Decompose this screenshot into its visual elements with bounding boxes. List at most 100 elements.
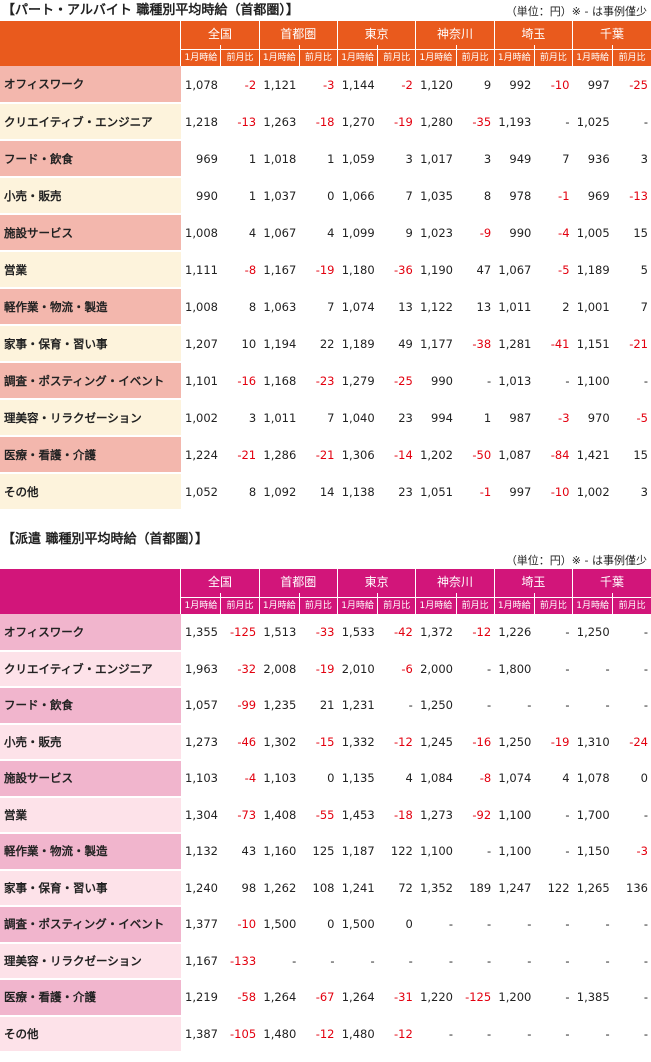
- cell-hourly-wage: 1,103: [185, 771, 218, 786]
- table-row: 施設サービス 1,103 -4 1,103 0 1,135 4 1,084 -8 1,074 4 1,…: [0, 760, 651, 798]
- cell-hourly-wage: 1,270: [341, 114, 375, 129]
- cell-monthly-change: 3: [640, 151, 648, 166]
- dispatch-region-header: 首都圏: [258, 569, 338, 593]
- cell-monthly-change: -: [643, 373, 648, 388]
- row-category: 軽作業・物流・製造: [0, 833, 181, 871]
- cell-monthly-change: -19: [394, 114, 413, 129]
- cell-monthly-change: -21: [237, 447, 257, 462]
- cell-monthly-change: -99: [237, 698, 257, 713]
- row-category: 営業: [0, 796, 181, 834]
- cell-hourly-wage: 1,087: [498, 447, 532, 462]
- cell-monthly-change: 47: [476, 262, 492, 277]
- cell-monthly-change: -9: [479, 225, 492, 240]
- row-category: 医療・看護・介護: [0, 436, 181, 474]
- cell-hourly-wage: -: [448, 917, 453, 932]
- cell-hourly-wage: 1,480: [341, 1026, 375, 1041]
- table-row: 調査・ポスティング・イベント 1,377 -10 1,500 0 1,500 0 - - - - - -: [0, 906, 651, 944]
- table-row: その他 1,052 8 1,092 14 1,138 23 1,051 -1 997 -10 1,00…: [0, 473, 651, 511]
- cell-monthly-change: 3: [640, 484, 648, 499]
- cell-hourly-wage: 1,002: [185, 410, 218, 425]
- cell-monthly-change: -: [487, 373, 492, 388]
- cell-monthly-change: -36: [394, 262, 413, 277]
- table-row: オフィスワーク 1,078 -2 1,121 -3 1,144 -2 1,120 9 992 -10…: [0, 66, 651, 104]
- sub-header-change: 前月比: [221, 596, 259, 611]
- row-category: クリエイティブ・エンジニア: [0, 103, 181, 141]
- cell-hourly-wage: 2,000: [420, 661, 453, 676]
- cell-monthly-change: 1: [327, 151, 335, 166]
- cell-monthly-change: -25: [394, 373, 413, 388]
- cell-hourly-wage: 1,226: [498, 625, 532, 640]
- row-category: 営業: [0, 251, 181, 289]
- cell-hourly-wage: 1,264: [341, 990, 375, 1005]
- cell-hourly-wage: 1,240: [185, 880, 218, 895]
- sub-header-change: 前月比: [535, 596, 573, 611]
- cell-monthly-change: -24: [629, 734, 648, 749]
- table-row: 医療・看護・介護 1,224 -21 1,286 -21 1,306 -14 1,202 -50…: [0, 436, 651, 474]
- dispatch-region-header: 東京: [336, 569, 416, 593]
- cell-hourly-wage: -: [605, 953, 610, 968]
- row-category: 調査・ポスティング・イベント: [0, 906, 181, 944]
- cell-monthly-change: 72: [398, 880, 413, 895]
- cell-monthly-change: -: [408, 953, 413, 968]
- cell-hourly-wage: 1,074: [498, 771, 532, 786]
- cell-hourly-wage: 1,035: [420, 188, 453, 203]
- cell-hourly-wage: 1,063: [263, 299, 297, 314]
- cell-monthly-change: -8: [244, 262, 257, 277]
- cell-hourly-wage: 1,180: [341, 262, 375, 277]
- dispatch-region-header: 埼玉: [493, 569, 573, 593]
- cell-monthly-change: 1: [483, 410, 492, 425]
- cell-monthly-change: -13: [237, 114, 257, 129]
- cell-hourly-wage: 1,387: [185, 1026, 218, 1041]
- cell-hourly-wage: 1,023: [420, 225, 453, 240]
- parttime-header-corner: [0, 21, 181, 66]
- row-category: 理美容・リラクゼーション: [0, 399, 181, 437]
- cell-hourly-wage: 994: [431, 410, 453, 425]
- cell-hourly-wage: 949: [509, 151, 532, 166]
- cell-hourly-wage: 1,189: [341, 336, 375, 351]
- cell-monthly-change: 2: [562, 299, 570, 314]
- cell-hourly-wage: 1,005: [576, 225, 610, 240]
- parttime-unit-note: （単位：円）※ - は事例僅少: [505, 4, 647, 18]
- cell-hourly-wage: 1,190: [420, 262, 453, 277]
- cell-monthly-change: -105: [230, 1026, 257, 1041]
- cell-hourly-wage: 1,263: [263, 114, 297, 129]
- dispatch-region-header: 千葉: [572, 569, 651, 593]
- cell-monthly-change: 7: [640, 299, 648, 314]
- cell-hourly-wage: 1,245: [420, 734, 453, 749]
- cell-hourly-wage: 1,121: [263, 77, 297, 92]
- cell-hourly-wage: 1,302: [263, 734, 297, 749]
- cell-hourly-wage: 1,273: [185, 734, 218, 749]
- cell-monthly-change: 21: [319, 698, 335, 713]
- cell-monthly-change: -: [487, 953, 492, 968]
- cell-monthly-change: -84: [550, 447, 570, 462]
- sub-header-change: 前月比: [457, 48, 494, 63]
- sub-header-value: 1月時給: [260, 596, 299, 611]
- cell-monthly-change: 8: [483, 188, 492, 203]
- cell-hourly-wage: 1,150: [576, 844, 610, 859]
- cell-monthly-change: -16: [237, 373, 257, 388]
- cell-monthly-change: 15: [633, 225, 648, 240]
- table-row: 営業 1,111 -8 1,167 -19 1,180 -36 1,190 47 1,067 -5 1…: [0, 251, 651, 289]
- sub-header-change: 前月比: [535, 48, 573, 63]
- cell-hourly-wage: 969: [196, 151, 218, 166]
- cell-monthly-change: -: [408, 698, 413, 713]
- cell-monthly-change: -73: [237, 807, 257, 822]
- table-row: クリエイティブ・エンジニア 1,218 -13 1,263 -18 1,270 -19 1,2…: [0, 103, 651, 141]
- cell-monthly-change: -: [565, 990, 570, 1005]
- cell-hourly-wage: 990: [509, 225, 532, 240]
- cell-hourly-wage: 1,385: [576, 990, 610, 1005]
- cell-hourly-wage: 1,189: [576, 262, 610, 277]
- row-category: 家事・保育・習い事: [0, 869, 181, 907]
- cell-hourly-wage: 1,304: [185, 807, 218, 822]
- cell-monthly-change: 4: [405, 771, 413, 786]
- parttime-region-header: 首都圏: [258, 21, 338, 45]
- cell-hourly-wage: 1,103: [263, 771, 297, 786]
- cell-hourly-wage: -: [527, 917, 532, 932]
- cell-monthly-change: -: [487, 844, 492, 859]
- cell-monthly-change: -19: [315, 661, 335, 676]
- cell-monthly-change: -8: [479, 771, 492, 786]
- cell-hourly-wage: 987: [509, 410, 532, 425]
- cell-hourly-wage: 1,280: [420, 114, 453, 129]
- sub-header-change: 前月比: [378, 48, 416, 63]
- parttime-title: 【パート・アルバイト 職種別平均時給（首都圏）】: [2, 3, 299, 18]
